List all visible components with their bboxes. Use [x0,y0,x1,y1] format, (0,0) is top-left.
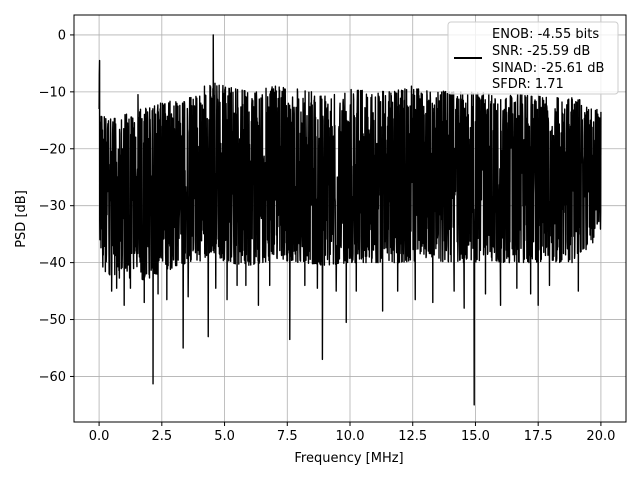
series-line-0 [98,34,602,406]
axes: 0.0 2.5 5.0 7.5 10.0 12.5 15.0 17.5 20.0 0 −10 −20 −… [39,14,627,444]
x-tick-label-3: 7.5 [277,429,298,444]
legend-text-enob: ENOB: -4.55 bits [492,27,599,42]
x-axis-label: Frequency [MHz] [294,451,403,466]
y-tick-label-5: −50 [39,313,66,328]
x-tick-label-8: 20.0 [586,429,615,444]
legend-text-snr: SNR: -25.59 dB [492,44,590,59]
x-tick-label-5: 12.5 [398,429,427,444]
y-axis-label: PSD [dB] [14,190,29,248]
y-tick-label-0: 0 [58,28,66,43]
x-tick-label-0: 0.0 [89,429,110,444]
legend-text-sfdr: SFDR: 1.71 [492,77,564,92]
x-tick-label-7: 17.5 [524,429,553,444]
y-tick-label-4: −40 [39,256,66,271]
legend: ENOB: -4.55 bits SNR: -25.59 dB SINAD: -… [447,21,619,95]
y-tick-label-2: −20 [39,142,66,157]
y-tick-label-6: −60 [39,370,66,385]
x-tick-label-4: 10.0 [336,429,365,444]
y-tick-label-1: −10 [39,85,66,100]
x-tick-label-6: 15.0 [461,429,490,444]
x-tick-label-2: 5.0 [214,429,235,444]
y-tick-label-3: −30 [39,199,66,214]
legend-box [447,21,619,95]
legend-text-sinad: SINAD: -25.61 dB [492,61,604,76]
x-tick-label-1: 2.5 [151,429,172,444]
